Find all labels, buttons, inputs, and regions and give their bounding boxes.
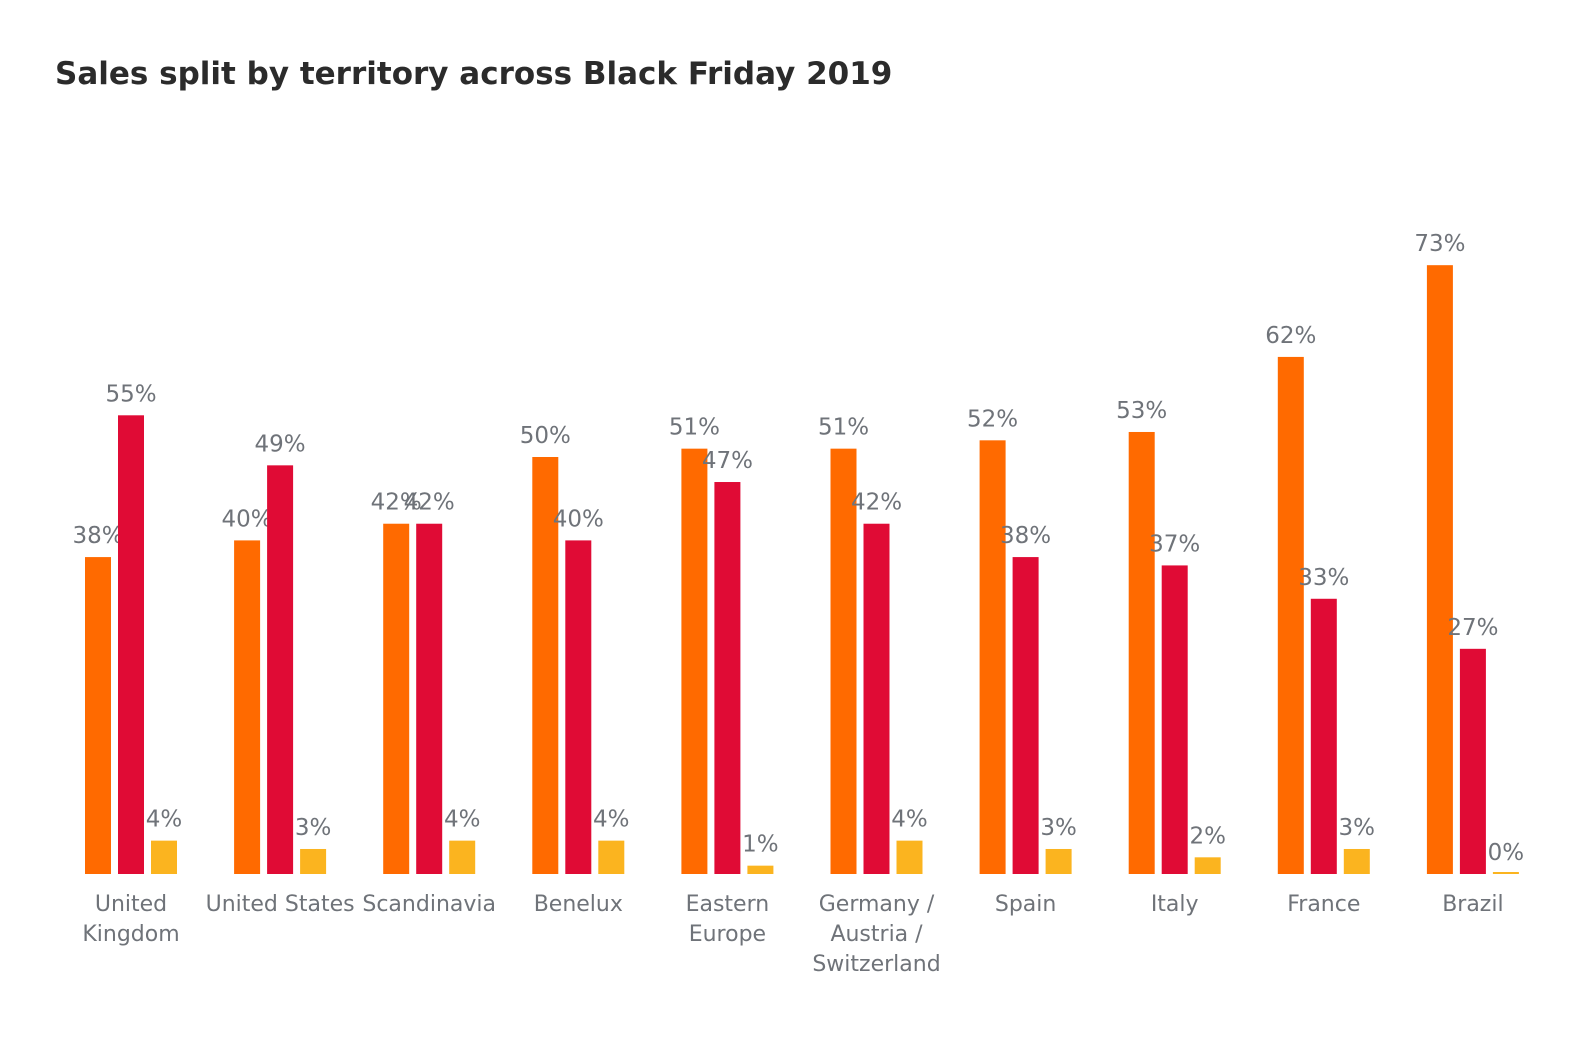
bar (1426, 265, 1453, 874)
bar (234, 540, 261, 874)
x-tick-label: France (1287, 892, 1361, 917)
bar (1045, 848, 1072, 874)
value-label: 0% (1488, 840, 1525, 866)
value-label: 1% (742, 832, 779, 858)
x-tick-label: Scandinavia (362, 892, 496, 917)
bar (979, 440, 1006, 874)
bar (1128, 431, 1155, 874)
value-label: 50% (520, 423, 571, 449)
value-label: 38% (1000, 523, 1051, 549)
bar (267, 465, 294, 874)
value-label: 33% (1298, 565, 1349, 591)
value-label: 62% (1265, 323, 1316, 349)
value-label: 52% (967, 406, 1018, 432)
value-label: 49% (255, 431, 306, 457)
bar (449, 840, 476, 874)
bar (681, 448, 708, 874)
bar (1492, 872, 1519, 874)
bar (1343, 848, 1370, 874)
bar (151, 840, 177, 874)
value-label: 42% (404, 490, 455, 516)
value-label: 4% (891, 807, 928, 833)
value-label: 38% (72, 523, 123, 549)
value-label: 4% (146, 807, 183, 833)
x-tick-label: Italy (1150, 892, 1199, 917)
bar (85, 557, 111, 874)
bar (714, 482, 741, 874)
bar (118, 415, 144, 874)
chart-title: Sales split by territory across Black Fr… (55, 56, 892, 92)
value-label: 73% (1414, 231, 1465, 257)
x-tick-label: United States (205, 892, 355, 917)
bar (598, 840, 625, 874)
value-label: 3% (1040, 815, 1077, 841)
bar (1161, 565, 1188, 874)
bar (863, 523, 890, 874)
x-tick-label: Eastern Europe (685, 892, 770, 947)
x-tick-label: Benelux (533, 892, 623, 917)
value-label: 53% (1116, 398, 1167, 424)
value-label: 51% (669, 415, 720, 441)
bar (1459, 648, 1486, 874)
bar (1194, 857, 1221, 874)
value-label: 42% (851, 490, 902, 516)
x-tick-label: Germany / Austria / Switzerland (812, 892, 941, 977)
bar (896, 840, 923, 874)
value-label: 3% (295, 815, 332, 841)
bar (830, 448, 857, 874)
value-label: 42% (371, 490, 422, 516)
x-tick-label: United Kingdom (82, 892, 180, 947)
value-label: 40% (222, 506, 273, 532)
bar (747, 865, 774, 874)
bar (1012, 557, 1039, 874)
value-label: 4% (444, 807, 481, 833)
bar (416, 523, 443, 874)
bar (1310, 598, 1337, 874)
bar (532, 457, 559, 874)
bar (565, 540, 592, 874)
value-label: 27% (1447, 615, 1498, 641)
value-label: 47% (702, 448, 753, 474)
value-label: 51% (818, 415, 869, 441)
x-tick-label: Spain (994, 892, 1057, 917)
bar (383, 523, 410, 874)
x-tick-label: Brazil (1442, 892, 1504, 917)
value-label: 55% (105, 381, 156, 407)
value-label: 3% (1339, 815, 1376, 841)
value-label: 37% (1149, 531, 1200, 557)
value-label: 4% (593, 807, 630, 833)
bar (300, 848, 327, 874)
value-label: 40% (553, 506, 604, 532)
value-label: 2% (1189, 823, 1226, 849)
bar (1277, 356, 1304, 874)
